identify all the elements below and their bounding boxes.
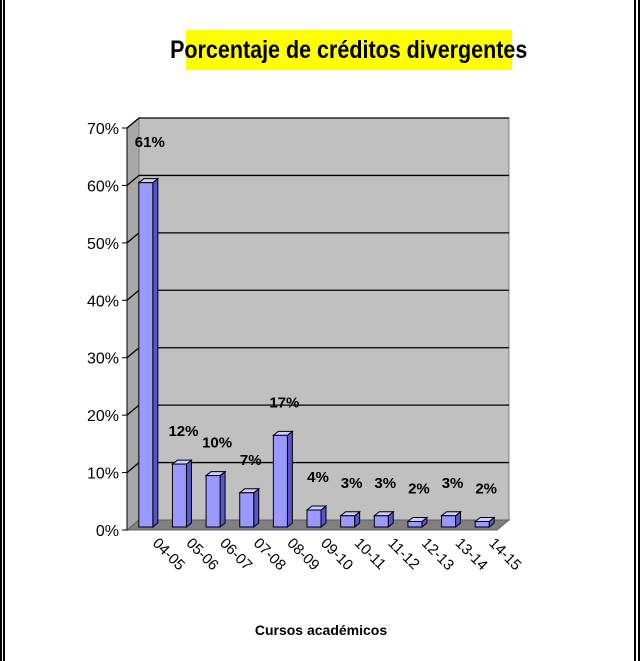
x-tick-label: 08-09 (284, 535, 323, 574)
bar (272, 434, 288, 528)
plot-back-wall (138, 117, 510, 521)
x-tick-label: 04-05 (149, 535, 188, 574)
data-label: 2% (475, 481, 497, 498)
gridline (126, 174, 509, 186)
gridline (126, 117, 509, 129)
bar (239, 492, 255, 528)
x-tick-label: 06-07 (216, 535, 255, 574)
x-tick-label: 11-12 (384, 535, 422, 573)
y-tick-label: 60% (87, 178, 119, 195)
y-tick-label: 30% (87, 351, 119, 368)
bar (373, 515, 389, 528)
x-tick-label: 07-08 (250, 535, 289, 574)
frame-left-border (0, 0, 5, 661)
data-label: 3% (442, 475, 464, 492)
data-label: 10% (202, 435, 232, 452)
chart-title-box: Porcentaje de créditos divergentes (170, 30, 528, 70)
y-tick-label: 40% (87, 293, 119, 310)
data-label: 61% (135, 134, 165, 151)
bar (474, 521, 490, 528)
data-label: 4% (307, 469, 329, 486)
bar (340, 515, 356, 528)
y-tick-label: 0% (96, 523, 119, 540)
data-label: 2% (408, 481, 430, 498)
bar (407, 521, 423, 528)
data-label: 17% (269, 394, 299, 411)
data-label: 3% (341, 475, 363, 492)
data-label: 3% (374, 475, 396, 492)
bar (441, 515, 457, 528)
data-label: 7% (240, 452, 262, 469)
data-label: 12% (168, 423, 198, 440)
bar-side (152, 177, 159, 529)
x-tick-label: 12-13 (418, 535, 457, 574)
bar (138, 182, 154, 528)
x-tick-label: 13-14 (452, 535, 491, 574)
x-tick-label: 05-06 (183, 535, 222, 574)
bar (205, 475, 221, 528)
bar-side (185, 459, 192, 529)
chart-title: Porcentaje de créditos divergentes (170, 35, 528, 64)
bar-side (286, 430, 293, 529)
x-axis-label: Cursos académicos (254, 622, 388, 638)
y-tick-label: 70% (87, 121, 119, 138)
bar-side (219, 470, 226, 529)
y-tick-label: 50% (87, 236, 119, 253)
x-tick-label: 10-11 (351, 535, 389, 573)
frame-right-border (634, 0, 640, 661)
bar-side (253, 487, 260, 529)
y-tick-label: 10% (87, 466, 119, 483)
x-tick-label: 09-10 (317, 535, 356, 574)
x-tick-label: 14-15 (485, 535, 524, 574)
y-tick-label: 20% (87, 408, 119, 425)
bar (171, 463, 187, 528)
bar (306, 509, 322, 528)
